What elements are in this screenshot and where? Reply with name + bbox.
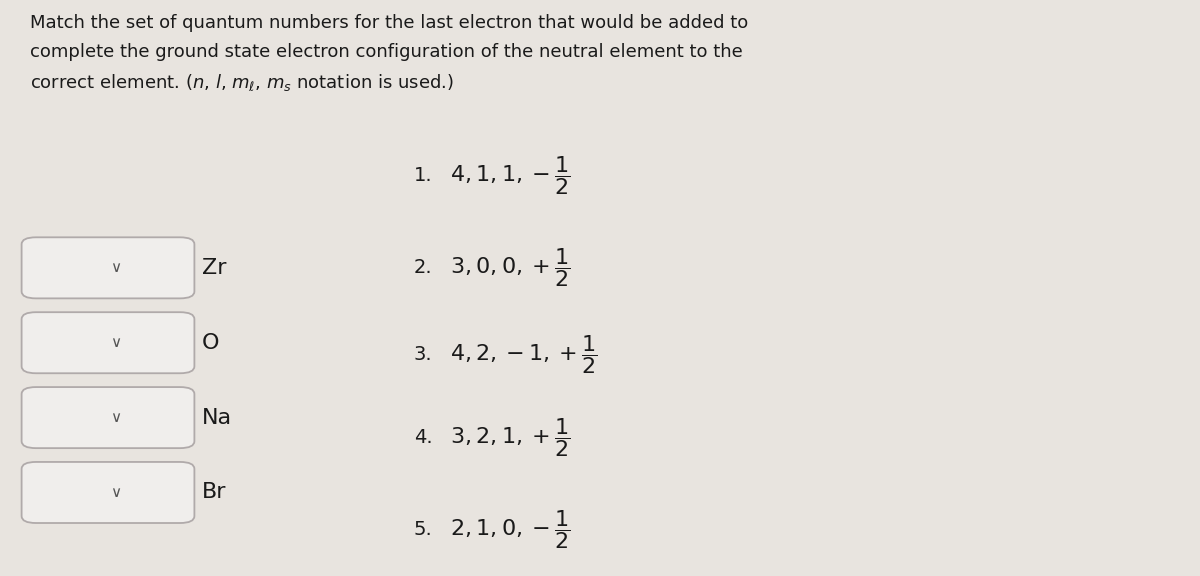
Text: 3.: 3. xyxy=(414,345,433,363)
Text: Br: Br xyxy=(202,483,226,502)
Text: $\mathrm{3, 2, 1, +}\dfrac{1}{2}$: $\mathrm{3, 2, 1, +}\dfrac{1}{2}$ xyxy=(450,416,570,459)
Text: ∨: ∨ xyxy=(109,260,121,275)
Text: $\mathrm{4, 1, 1, -}\dfrac{1}{2}$: $\mathrm{4, 1, 1, -}\dfrac{1}{2}$ xyxy=(450,154,570,197)
Text: $\mathrm{3, 0, 0, +}\dfrac{1}{2}$: $\mathrm{3, 0, 0, +}\dfrac{1}{2}$ xyxy=(450,247,570,289)
FancyBboxPatch shape xyxy=(22,237,194,298)
Text: 1.: 1. xyxy=(414,166,433,185)
Text: ∨: ∨ xyxy=(109,335,121,350)
Text: 4.: 4. xyxy=(414,429,433,447)
Text: $\mathrm{2, 1, 0, -}\dfrac{1}{2}$: $\mathrm{2, 1, 0, -}\dfrac{1}{2}$ xyxy=(450,509,570,551)
Text: Zr: Zr xyxy=(202,258,226,278)
Text: $\mathrm{4, 2, -1, +}\dfrac{1}{2}$: $\mathrm{4, 2, -1, +}\dfrac{1}{2}$ xyxy=(450,333,598,376)
Text: 5.: 5. xyxy=(414,521,433,539)
Text: complete the ground state electron configuration of the neutral element to the: complete the ground state electron confi… xyxy=(30,43,743,61)
Text: correct element. ($n$, $l$, $m_\ell$, $m_s$ notation is used.): correct element. ($n$, $l$, $m_\ell$, $m… xyxy=(30,72,454,93)
FancyBboxPatch shape xyxy=(22,462,194,523)
Text: ∨: ∨ xyxy=(109,410,121,425)
Text: 2.: 2. xyxy=(414,259,433,277)
FancyBboxPatch shape xyxy=(22,312,194,373)
Text: ∨: ∨ xyxy=(109,485,121,500)
Text: Na: Na xyxy=(202,408,232,427)
Text: Match the set of quantum numbers for the last electron that would be added to: Match the set of quantum numbers for the… xyxy=(30,14,749,32)
Text: O: O xyxy=(202,333,220,353)
FancyBboxPatch shape xyxy=(22,387,194,448)
